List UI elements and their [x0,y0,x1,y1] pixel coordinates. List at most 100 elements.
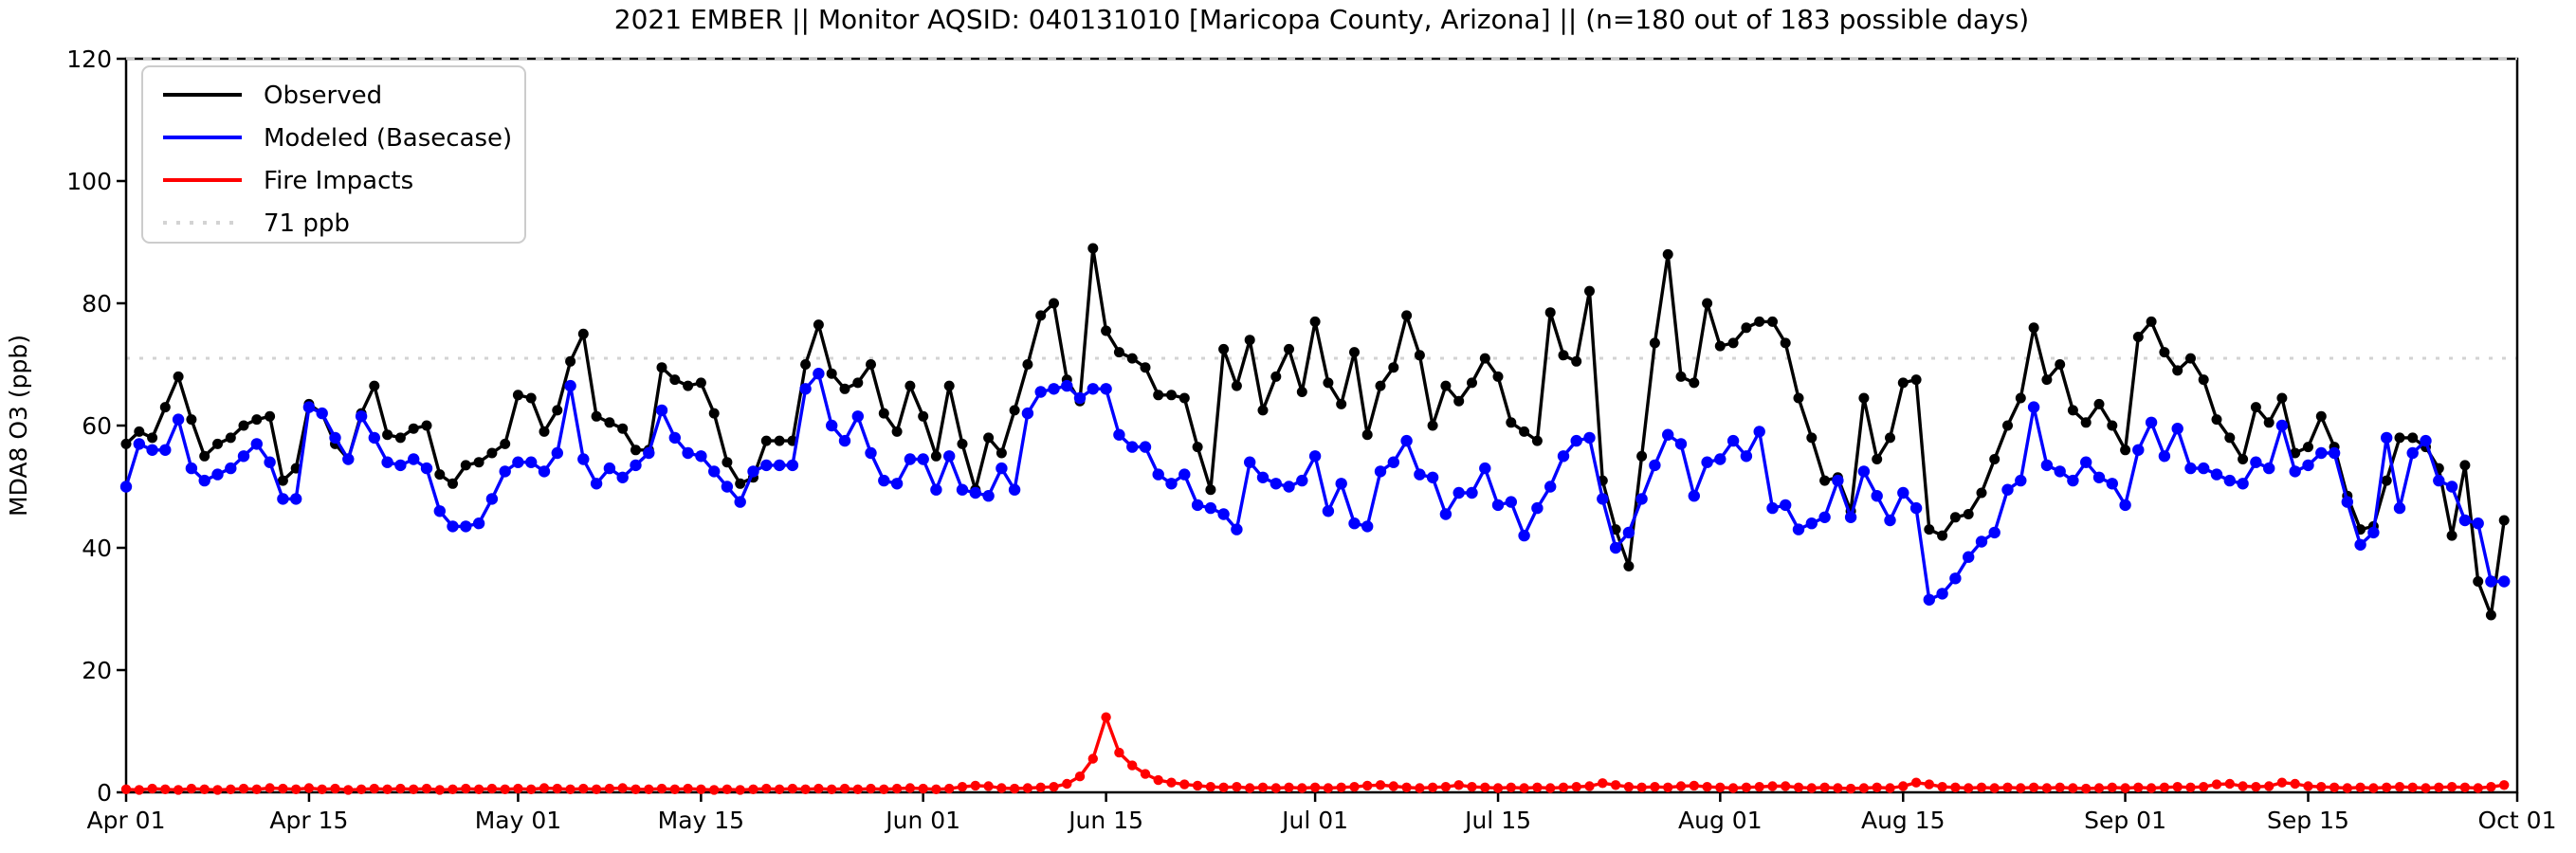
series-marker-fire-impacts [1937,782,1947,792]
series-marker-fire-impacts [1166,777,1177,788]
series-marker-fire-impacts [787,783,798,794]
series-marker-observed [1479,353,1490,364]
series-marker-observed [1414,350,1425,361]
series-marker-modeled-basecase- [564,379,576,392]
series-marker-observed [1897,377,1909,389]
series-marker-fire-impacts [1976,782,1987,792]
series-marker-fire-impacts [904,783,916,793]
series-marker-fire-impacts [1270,783,1282,793]
series-marker-modeled-basecase- [1871,490,1883,502]
series-marker-observed [1910,374,1922,386]
series-marker-modeled-basecase- [1505,496,1518,508]
series-marker-fire-impacts [2290,778,2300,789]
series-marker-fire-impacts [147,783,157,794]
series-marker-fire-impacts [486,783,498,794]
chart-title: 2021 EMBER || Monitor AQSID: 040131010 [… [614,4,2029,35]
series-marker-modeled-basecase- [2420,434,2432,447]
series-marker-fire-impacts [2159,782,2170,792]
series-marker-fire-impacts [226,784,236,794]
series-marker-observed [669,374,681,386]
series-marker-observed [1257,405,1269,416]
series-marker-observed [2198,374,2209,386]
series-marker-modeled-basecase- [1361,520,1374,533]
series-marker-modeled-basecase- [1322,505,1335,517]
series-marker-fire-impacts [1101,712,1111,722]
series-marker-modeled-basecase- [2302,459,2314,472]
series-marker-fire-impacts [2486,782,2496,792]
series-marker-fire-impacts [1793,782,1804,792]
series-marker-modeled-basecase- [1544,481,1557,493]
series-marker-fire-impacts [1833,783,1843,793]
series-marker-observed [1049,298,1059,309]
series-marker-observed [434,469,446,481]
series-line-modeled-basecase- [124,372,2505,602]
series-marker-modeled-basecase- [721,481,734,493]
series-marker-observed [1440,380,1452,391]
series-marker-observed [2002,420,2013,431]
series-marker-modeled-basecase- [2015,474,2027,487]
series-marker-modeled-basecase- [316,407,328,420]
series-marker-modeled-basecase- [1414,468,1426,481]
series-marker-observed [1178,392,1190,404]
series-marker-fire-impacts [1532,782,1543,792]
series-marker-observed [1544,307,1556,318]
plot-area: 0 20 40 60 80 100 120 Apr 01 Apr 15 May 01 May 15 J… [66,45,2556,834]
series-marker-fire-impacts [1727,783,1739,793]
series-marker-modeled-basecase- [2027,401,2040,413]
series-marker-fire-impacts [2355,782,2366,792]
series-marker-modeled-basecase- [1844,511,1857,523]
series-marker-observed [1519,426,1530,437]
series-marker-modeled-basecase- [630,459,642,472]
series-marker-observed [2224,432,2236,444]
series-marker-fire-impacts [774,784,785,794]
series-marker-fire-impacts [1009,783,1020,794]
legend-label: 71 ppb [264,209,350,238]
series-marker-fire-impacts [1989,783,2000,793]
series-marker-modeled-basecase- [1048,383,1060,395]
series-marker-observed [369,380,380,391]
series-marker-observed [2107,420,2118,431]
series-marker-fire-impacts [1074,771,1086,782]
series-marker-modeled-basecase- [290,493,302,505]
series-marker-fire-impacts [2055,782,2065,792]
series-marker-observed [1218,343,1230,354]
series-marker-fire-impacts [1964,783,1974,793]
series-marker-fire-impacts [2276,777,2288,788]
series-marker-fire-impacts [1192,780,1203,791]
series-marker-fire-impacts [1232,782,1242,792]
series-marker-modeled-basecase- [1949,572,1962,585]
x-tick-label: Apr 15 [269,807,348,834]
series-marker-observed [2473,576,2484,587]
series-marker-fire-impacts [1336,782,1346,792]
series-marker-fire-impacts [1309,782,1321,792]
series-marker-fire-impacts [839,783,850,794]
series-marker-fire-impacts [421,783,432,794]
series-marker-modeled-basecase- [2445,481,2458,493]
series-marker-modeled-basecase- [1662,428,1674,441]
series-marker-modeled-basecase- [695,450,707,463]
series-marker-observed [199,450,210,462]
series-marker-modeled-basecase- [342,453,355,465]
series-marker-fire-impacts [1453,780,1464,790]
series-marker-fire-impacts [879,784,889,794]
x-tick-label: Apr 01 [86,807,165,834]
series-marker-modeled-basecase- [472,517,485,530]
series-marker-fire-impacts [644,784,654,794]
series-marker-modeled-basecase- [1034,386,1047,398]
series-marker-fire-impacts [1584,781,1595,791]
legend-label: Observed [264,82,382,110]
series-marker-observed [1336,398,1347,409]
series-marker-fire-impacts [891,783,903,794]
series-marker-observed [1388,362,1399,373]
series-marker-observed [238,420,249,431]
series-marker-fire-impacts [539,783,550,793]
series-marker-observed [1963,509,1974,519]
legend-label: Fire Impacts [264,167,413,195]
series-marker-fire-impacts [2199,782,2209,792]
series-marker-fire-impacts [931,784,941,794]
series-marker-observed [1323,377,1334,389]
y-tick-label: 0 [97,779,112,807]
series-marker-modeled-basecase- [1740,450,1753,463]
series-marker-fire-impacts [1297,783,1307,793]
